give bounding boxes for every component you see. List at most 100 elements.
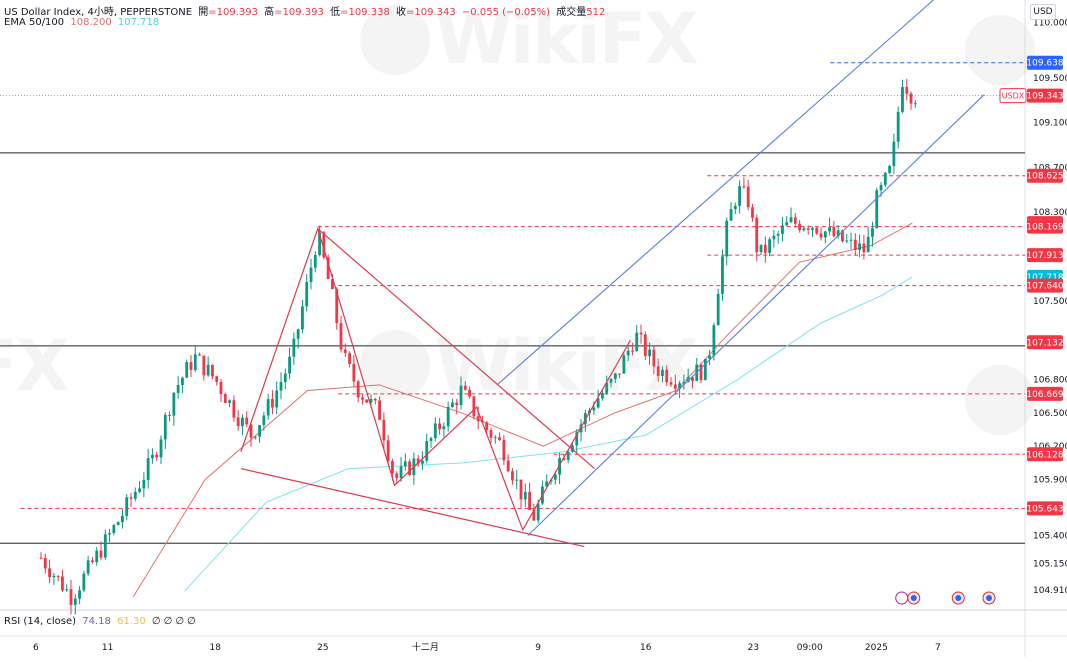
candle-body bbox=[708, 355, 712, 359]
candle-body bbox=[575, 432, 579, 446]
price-badge-label: 108.169 bbox=[1026, 223, 1063, 233]
candle-body bbox=[95, 550, 99, 563]
candle-body bbox=[622, 355, 626, 374]
ema100-value: 107.718 bbox=[117, 17, 160, 28]
candle-body bbox=[245, 417, 249, 425]
candle-body bbox=[425, 440, 429, 461]
candle-body bbox=[202, 355, 206, 376]
close-value: =109.343 bbox=[406, 7, 456, 18]
ema-legend: EMA 50/100 108.200 107.718 bbox=[4, 17, 162, 28]
pattern-line[interactable] bbox=[240, 226, 631, 532]
price-tick-label: 108.700 bbox=[1033, 163, 1067, 173]
price-badge-label: 109.343 bbox=[1026, 92, 1063, 102]
time-tick-label: 2025 bbox=[865, 643, 888, 653]
candle-body bbox=[682, 381, 686, 384]
candle-body bbox=[875, 190, 879, 229]
candle-body bbox=[292, 338, 296, 357]
rsi-label[interactable]: RSI (14, close) bbox=[4, 616, 77, 627]
candle-body bbox=[815, 227, 819, 234]
candle-body bbox=[189, 362, 193, 371]
candle-body bbox=[138, 488, 141, 492]
candle-body bbox=[348, 352, 351, 364]
candle-body bbox=[613, 373, 617, 380]
price-badge-label: 106.128 bbox=[1026, 450, 1063, 460]
trend-channel-line[interactable] bbox=[527, 94, 985, 536]
candle-body bbox=[832, 227, 836, 237]
candle-body bbox=[176, 384, 180, 393]
rsi-na: ∅ bbox=[187, 616, 196, 627]
candle-body bbox=[43, 557, 47, 569]
flag-icon bbox=[986, 595, 992, 601]
candle-body bbox=[112, 525, 116, 534]
candle-body bbox=[283, 373, 287, 383]
rsi-na: ∅ bbox=[151, 616, 161, 627]
candle-body bbox=[609, 379, 613, 383]
currency-label[interactable]: USD bbox=[1030, 4, 1056, 20]
ema-label[interactable]: EMA 50/100 bbox=[4, 17, 65, 28]
time-tick-label: 6 bbox=[33, 643, 39, 653]
candle-body bbox=[103, 534, 107, 558]
symbol-label[interactable]: US Dollar Index, 4小時, PEPPERSTONE bbox=[4, 7, 193, 18]
candle-body bbox=[631, 350, 634, 352]
price-badge-label: 106.669 bbox=[1026, 390, 1063, 400]
candle-body bbox=[206, 364, 210, 376]
candle-body bbox=[515, 479, 519, 481]
candle-body bbox=[528, 492, 531, 510]
candle-body bbox=[858, 243, 862, 251]
price-badge bbox=[1027, 55, 1063, 70]
candle-body bbox=[399, 466, 403, 479]
time-tick-label: 十二月 bbox=[412, 641, 439, 653]
pattern-line[interactable] bbox=[240, 468, 585, 548]
candle-body bbox=[429, 438, 433, 441]
candle-body bbox=[776, 233, 780, 236]
price-tick-label: 104.910 bbox=[1033, 586, 1067, 596]
candle-body bbox=[181, 377, 184, 385]
watermark-logo bbox=[965, 365, 1035, 435]
candle-body bbox=[763, 244, 767, 253]
candle-body bbox=[871, 228, 874, 237]
candle-body bbox=[416, 458, 420, 464]
open-value: =109.393 bbox=[208, 7, 258, 18]
candle-body bbox=[163, 414, 167, 440]
time-tick-label: 7 bbox=[935, 643, 941, 653]
candle-body bbox=[823, 231, 827, 238]
candle-body bbox=[365, 399, 369, 403]
candle-body bbox=[395, 473, 399, 479]
candle-body bbox=[545, 481, 549, 487]
candle-body bbox=[703, 358, 707, 381]
price-badge bbox=[1027, 335, 1063, 350]
candle-body bbox=[896, 111, 900, 142]
candle-body bbox=[223, 394, 227, 403]
lightning-event-icon[interactable] bbox=[895, 591, 909, 605]
candle-body bbox=[78, 590, 81, 599]
candle-body bbox=[742, 186, 746, 188]
low-label: 低 bbox=[330, 7, 341, 18]
candle-body bbox=[506, 460, 510, 472]
pattern-line[interactable] bbox=[317, 228, 595, 470]
price-badge bbox=[1027, 447, 1063, 462]
candle-body bbox=[746, 186, 750, 208]
candle-body bbox=[601, 393, 604, 399]
candle-body bbox=[296, 329, 300, 339]
price-badge-label: 108.625 bbox=[1026, 172, 1063, 182]
candle-body bbox=[193, 354, 197, 371]
high-label: 高 bbox=[264, 7, 275, 18]
candle-body bbox=[326, 257, 330, 280]
ema100-line[interactable] bbox=[184, 276, 913, 592]
candle-body bbox=[596, 398, 600, 408]
rsi-legend: RSI (14, close) 74.18 61.30 ∅ ∅ ∅ ∅ bbox=[4, 616, 199, 627]
candle-body bbox=[455, 402, 459, 406]
trend-channel-line[interactable] bbox=[496, 0, 984, 386]
candle-body bbox=[356, 381, 360, 398]
candle-body bbox=[725, 220, 729, 257]
candle-body bbox=[288, 356, 291, 374]
price-badge-label: 109.638 bbox=[1026, 59, 1063, 69]
candle-body bbox=[459, 385, 463, 406]
candle-body bbox=[146, 458, 150, 480]
price-tick-label: 105.150 bbox=[1033, 559, 1067, 569]
candle-body bbox=[91, 560, 94, 563]
candle-body bbox=[39, 557, 43, 559]
candle-body bbox=[82, 573, 86, 591]
